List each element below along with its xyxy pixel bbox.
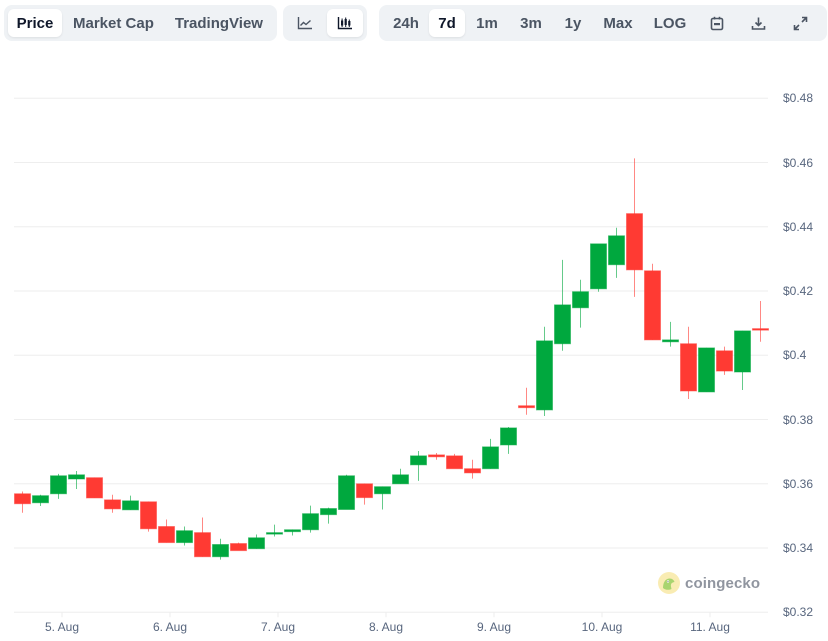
candle[interactable] xyxy=(644,263,661,341)
y-tick-label: $0.34 xyxy=(783,541,814,556)
candle[interactable] xyxy=(68,470,85,489)
tab-price[interactable]: Price xyxy=(8,9,62,37)
candle[interactable] xyxy=(662,321,679,347)
candle[interactable] xyxy=(752,301,769,342)
candle[interactable] xyxy=(32,494,49,506)
y-tick-label: $0.36 xyxy=(783,476,814,491)
candle[interactable] xyxy=(716,346,733,375)
candles xyxy=(14,158,769,560)
candle[interactable] xyxy=(158,519,175,544)
tab-market-cap[interactable]: Market Cap xyxy=(73,14,154,32)
candle[interactable] xyxy=(464,459,481,479)
y-tick-label: $0.38 xyxy=(783,412,814,427)
candle[interactable] xyxy=(680,326,697,399)
range-24h[interactable]: 24h xyxy=(393,14,419,32)
candlestick-chart[interactable] xyxy=(0,50,828,641)
candle[interactable] xyxy=(536,326,553,417)
candle[interactable] xyxy=(410,451,427,481)
candle[interactable] xyxy=(284,529,301,536)
candle[interactable] xyxy=(590,243,607,292)
view-tabs: Price Market Cap TradingView xyxy=(4,5,277,41)
range-toolbar: 24h 7d 1m 3m 1y Max LOG xyxy=(379,5,827,41)
range-7d[interactable]: 7d xyxy=(429,9,465,37)
candlestick-chart-button[interactable] xyxy=(327,9,363,37)
candle[interactable] xyxy=(698,347,715,393)
range-max[interactable]: Max xyxy=(603,14,633,32)
candle[interactable] xyxy=(554,259,571,351)
x-tick-label: 11. Aug xyxy=(690,620,730,634)
candle[interactable] xyxy=(194,517,211,558)
candle[interactable] xyxy=(320,507,337,524)
line-chart-icon xyxy=(297,17,312,30)
candlestick-chart-icon xyxy=(337,17,352,30)
watermark-text: coingecko xyxy=(685,574,761,592)
x-tick-label: 10. Aug xyxy=(581,620,623,634)
range-1y[interactable]: 1y xyxy=(564,14,582,32)
candle[interactable] xyxy=(14,491,31,513)
date-range-button[interactable] xyxy=(697,9,737,37)
x-tick-label: 5. Aug xyxy=(44,620,80,634)
candle[interactable] xyxy=(176,526,193,546)
candle[interactable] xyxy=(248,534,265,550)
gridlines xyxy=(14,97,768,613)
candle[interactable] xyxy=(356,483,373,505)
candle[interactable] xyxy=(104,494,121,513)
candle[interactable] xyxy=(302,505,319,533)
y-tick-label: $0.4 xyxy=(783,348,807,363)
x-axis-ticks xyxy=(61,612,711,618)
candle[interactable] xyxy=(338,474,355,510)
calendar-icon xyxy=(710,16,724,30)
candle[interactable] xyxy=(572,279,589,328)
range-3m[interactable]: 3m xyxy=(520,14,542,32)
x-tick-label: 6. Aug xyxy=(152,620,188,634)
log-scale-toggle[interactable]: LOG xyxy=(653,14,687,32)
candle[interactable] xyxy=(734,330,751,390)
candle[interactable] xyxy=(140,501,157,532)
x-tick-label: 8. Aug xyxy=(368,620,404,634)
fullscreen-button[interactable] xyxy=(779,9,821,37)
candle[interactable] xyxy=(446,453,463,470)
candle[interactable] xyxy=(428,452,445,460)
candle[interactable] xyxy=(626,158,643,297)
candle[interactable] xyxy=(122,495,139,511)
range-1m[interactable]: 1m xyxy=(476,14,498,32)
expand-icon xyxy=(793,16,807,30)
line-chart-button[interactable] xyxy=(287,9,323,37)
candle[interactable] xyxy=(500,426,517,454)
candle[interactable] xyxy=(230,542,247,552)
tab-tradingview[interactable]: TradingView xyxy=(174,14,263,32)
chart-type-toggle xyxy=(283,5,367,41)
download-icon xyxy=(751,17,765,30)
candle[interactable] xyxy=(482,438,499,470)
coingecko-logo-icon xyxy=(658,572,680,594)
candle[interactable] xyxy=(50,473,67,499)
x-tick-label: 7. Aug xyxy=(260,620,296,634)
candle[interactable] xyxy=(212,538,229,560)
x-tick-label: 9. Aug xyxy=(476,620,512,634)
candle[interactable] xyxy=(266,524,283,537)
candle[interactable] xyxy=(518,387,535,415)
y-tick-label: $0.46 xyxy=(783,155,814,170)
y-tick-label: $0.42 xyxy=(783,284,814,299)
candle[interactable] xyxy=(608,227,625,278)
coingecko-watermark: coingecko xyxy=(658,572,760,594)
y-tick-label: $0.48 xyxy=(783,91,814,106)
download-button[interactable] xyxy=(737,9,779,37)
candle[interactable] xyxy=(392,468,409,485)
candle[interactable] xyxy=(374,486,391,510)
y-tick-label: $0.32 xyxy=(783,605,814,620)
candle[interactable] xyxy=(86,477,103,499)
y-tick-label: $0.44 xyxy=(783,219,814,234)
